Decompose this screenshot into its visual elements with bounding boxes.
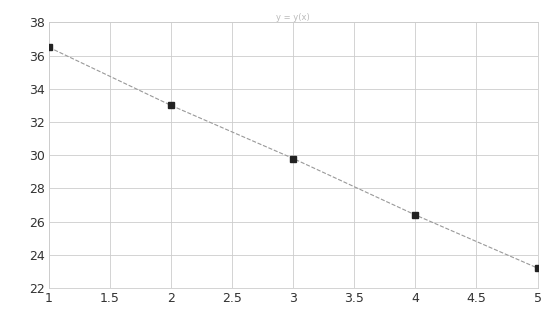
Title: y = y(x): y = y(x) [276, 12, 310, 22]
